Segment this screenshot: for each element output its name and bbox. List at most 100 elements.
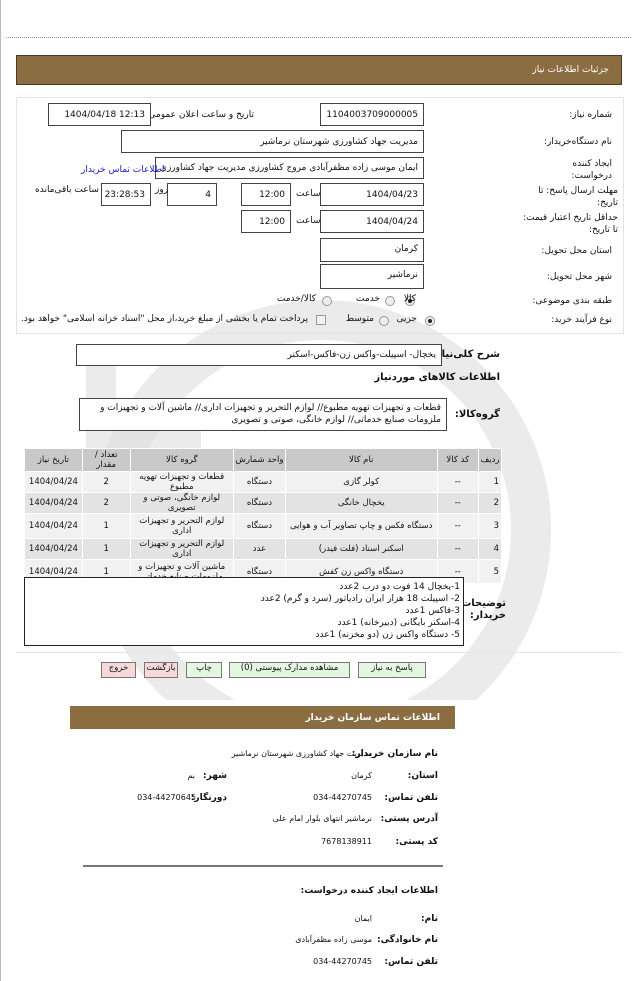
category-option-service: خدمت	[356, 294, 380, 304]
col-header-name: نام کالا	[284, 448, 438, 472]
contact-org-label: نام سازمان خریدار:	[351, 749, 438, 759]
process-radio-medium[interactable]	[379, 316, 389, 326]
contact-org-value: مدیریت جهاد کشاورزی شهرستان نرماشیر	[231, 749, 372, 758]
need-number-label: شماره نیاز:	[569, 110, 612, 120]
notes-line: 3-فاکس 1عدد	[405, 606, 461, 616]
cell-code: --	[436, 513, 480, 539]
category-option-both: کالا/خدمت	[276, 294, 316, 304]
cell-unit: عدد	[232, 538, 286, 560]
group-label: گروه‌کالا:	[454, 409, 500, 420]
col-header-row: ردیف	[478, 448, 502, 472]
cell-row-number: 2	[478, 492, 502, 514]
category-label: طبقه بندی موضوعی:	[532, 296, 612, 306]
goods-table: ردیف کد کالا نام کالا واحد شمارش گروه کا…	[24, 448, 502, 584]
creator-family-value: موسی زاده مظفرآبادی	[295, 935, 372, 944]
process-option-medium: متوسط	[345, 314, 374, 324]
summary-label: شرح کلی‌نیاز:	[431, 349, 500, 360]
notes-line: 2- اسپیلت 18 هزار ایران رادیاتور (سرد و …	[260, 594, 460, 604]
notes-line: 1-یخچال 14 فوت دو درب 2عدد	[339, 582, 460, 592]
process-option-minor: جزیی	[396, 314, 417, 324]
cell-row-number: 3	[478, 513, 502, 539]
creator-label: ایجاد کننده درخواست:	[571, 159, 612, 181]
creator-name-value: ایمان	[354, 914, 372, 923]
back-button[interactable]: بازگشت	[144, 662, 178, 678]
category-radio-goods[interactable]	[405, 296, 415, 306]
creator-phone-label: تلفن تماس:	[384, 957, 438, 967]
cell-code: --	[436, 538, 480, 560]
validity-label: حداقل تاریخ اعتبار قیمت: تا تاریخ:	[523, 213, 618, 235]
details-panel	[16, 97, 624, 334]
deadline-time-field: 12:00	[241, 183, 291, 206]
creator-field: ایمان موسی زاده مظفرآبادی مروج کشاورزی م…	[155, 157, 424, 179]
cell-date: 1404/04/24	[24, 538, 83, 560]
cell-group: قطعات و تجهیزات تهویه مطبوع	[129, 471, 234, 493]
cell-row-number: 1	[478, 471, 502, 493]
cell-row-number: 5	[478, 559, 502, 584]
contact-address-value: نرماشیر انتهای بلوار امام علی	[272, 814, 372, 823]
treasury-text: پرداخت تمام یا بخشی از مبلغ خرید،از محل …	[20, 314, 308, 324]
cell-row-number: 4	[478, 538, 502, 560]
cell-code: --	[436, 492, 480, 514]
contact-address-label: آدرس پستی:	[380, 814, 438, 824]
cell-qty: 1	[81, 538, 131, 560]
creator-info-title: اطلاعات ایجاد کننده درخواست:	[300, 886, 438, 896]
cell-code: --	[436, 471, 480, 493]
col-header-group: گروه کالا	[129, 448, 234, 472]
contact-city-label: شهر:	[203, 771, 227, 781]
reply-button[interactable]: پاسخ به نیاز	[358, 662, 426, 678]
col-header-code: کد کالا	[436, 448, 480, 472]
cell-group: لوازم خانگی، صوتی و تصویری	[129, 492, 234, 514]
remaining-time-field: 23:28:53	[101, 183, 151, 206]
cell-unit: دستگاه	[232, 492, 286, 514]
contact-fax-label: دورنگار:	[190, 793, 227, 803]
attachments-button[interactable]: مشاهده مدارک پیوستی (0)	[229, 662, 350, 678]
announce-field: 1404/04/18 12:13	[48, 103, 151, 126]
contact-fax-value: 034-44270645	[137, 793, 196, 802]
contact-header: اطلاعات تماس سازمان خریدار	[70, 706, 455, 729]
city-label: شهر محل تحویل:	[546, 272, 612, 282]
contact-postal-value: 7678138911	[321, 837, 372, 846]
need-number-field: 1104003709000005	[320, 103, 424, 126]
contact-city-value: بم	[187, 771, 195, 780]
contact-divider	[83, 865, 443, 867]
deadline-label: مهلت ارسال پاسخ: تا تاریخ:	[538, 186, 618, 208]
goods-title: اطلاعات کالاهای موردنیاز	[374, 372, 500, 383]
cell-qty: 1	[81, 513, 131, 539]
validity-time-field: 12:00	[241, 210, 291, 233]
exit-button[interactable]: خروج	[101, 662, 136, 678]
cell-unit: دستگاه	[232, 471, 286, 493]
contact-province-value: کرمان	[351, 771, 372, 780]
contact-province-label: استان:	[407, 771, 438, 781]
notes-line: 5- دستگاه واکس زن (دو مخزنه) 1عدد	[315, 630, 460, 640]
col-header-unit: واحد شمارش	[232, 448, 286, 472]
summary-field: یخچال- اسپیلت-واکس زن-فاکس-اسکنر	[76, 344, 442, 366]
cell-qty: 2	[81, 471, 131, 493]
cell-name: دستگاه فکس و چاپ تصاویر آب و هوایی	[284, 513, 438, 539]
cell-qty: 2	[81, 492, 131, 514]
contact-phone-value: 034-44270745	[313, 793, 372, 802]
print-button[interactable]: چاپ	[186, 662, 222, 678]
remaining-time-label: ساعت باقی‌مانده	[35, 185, 99, 195]
col-header-qty: تعداد / مقدار	[81, 448, 131, 472]
deadline-date-field: 1404/04/23	[320, 183, 424, 206]
creator-family-label: نام خانوادگی:	[376, 935, 438, 945]
notes-label: توضیحات خریدار:	[461, 598, 506, 621]
cell-name: اسکنر اسناد (فلت فیدر)	[284, 538, 438, 560]
notes-line: 4-اسکنر بایگانی (دبیرخانه) 1عدد	[337, 618, 460, 628]
category-radio-both[interactable]	[322, 296, 332, 306]
province-field: کرمان	[320, 238, 424, 262]
days-field: 4	[167, 183, 217, 206]
province-label: استان محل تحویل:	[541, 246, 612, 256]
buyer-contact-link[interactable]: اطلاعات تماس خریدار	[81, 165, 165, 175]
cell-group: لوازم التحریر و تجهیزات اداری	[129, 538, 234, 560]
category-radio-service[interactable]	[385, 296, 395, 306]
process-radio-minor[interactable]	[425, 316, 435, 326]
category-option-goods: کالا	[403, 294, 416, 304]
table-header-row: ردیف کد کالا نام کالا واحد شمارش گروه کا…	[24, 448, 502, 472]
buyer-label: نام دستگاه‌خریدار:	[543, 137, 612, 147]
cell-group: لوازم التحریر و تجهیزات اداری	[129, 513, 234, 539]
treasury-checkbox[interactable]	[316, 315, 326, 325]
top-divider	[6, 37, 631, 38]
creator-phone-value: 034-44270745	[313, 957, 372, 966]
